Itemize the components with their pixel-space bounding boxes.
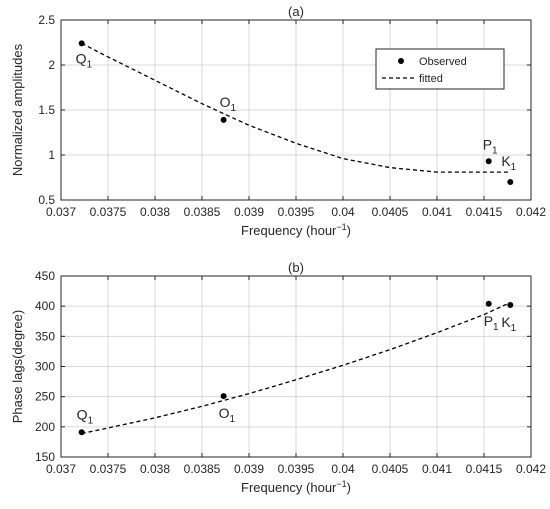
point-label-sub: 1 [230, 414, 236, 425]
point-label-main: K [501, 153, 511, 169]
x-tick-label: 0.038 [140, 205, 170, 219]
x-axis-label-main: Frequency (hour [241, 223, 337, 238]
x-tick-label: 0.0415 [466, 462, 503, 476]
observed-point [507, 301, 514, 308]
panel-title: (a) [288, 4, 304, 19]
point-label-sub: 1 [511, 323, 517, 334]
x-tick-label: 0.0385 [184, 462, 221, 476]
point-label-main: P [483, 136, 492, 152]
observed-point [485, 300, 492, 307]
fitted-curve [81, 301, 511, 435]
point-label-sub: 1 [231, 103, 237, 114]
x-axis-label: Frequency (hour−1) [241, 479, 351, 495]
x-tick-label: 0.041 [422, 462, 452, 476]
legend-marker-observed [398, 58, 404, 64]
point-label-main: Q [76, 50, 87, 66]
point-label-main: Q [77, 406, 88, 422]
legend-label-observed: Observed [419, 56, 467, 68]
observed-point [78, 40, 85, 47]
y-tick-label: 300 [35, 360, 55, 374]
y-axis-label: Phase lags(degree) [10, 310, 25, 423]
x-tick-label: 0.0405 [372, 205, 409, 219]
panel-title: (b) [288, 260, 304, 275]
point-label-sub: 1 [88, 415, 94, 426]
x-tick-label: 0.039 [234, 462, 264, 476]
y-tick-label: 250 [35, 390, 55, 404]
y-tick-label: 400 [35, 299, 55, 313]
point-label-main: P [484, 313, 493, 329]
panel-a: 0.037 0.0375 0.038 0.0385 0.039 0.0395 0.04 0.0… [10, 4, 546, 238]
point-label-sub: 1 [492, 145, 498, 156]
x-tick-label: 0.0375 [90, 205, 127, 219]
x-tick-label: 0.0415 [466, 205, 503, 219]
legend-box [375, 48, 505, 90]
x-tick-label: 0.0395 [278, 205, 315, 219]
point-label: O1 [219, 405, 236, 425]
point-label-sub: 1 [87, 59, 93, 70]
legend-label-fitted: fitted [419, 73, 443, 85]
x-axis-label-sup: −1 [336, 222, 346, 232]
y-tick-label: 350 [35, 329, 55, 343]
point-label: O1 [220, 94, 237, 114]
observed-point [78, 429, 85, 436]
panel-b: 0.037 0.0375 0.038 0.0385 0.039 0.0395 0.04 0.0… [10, 260, 546, 495]
x-axis-label-sup: −1 [336, 479, 346, 489]
x-axis-label: Frequency (hour−1) [241, 222, 351, 238]
y-tick-label: 2 [48, 58, 55, 72]
y-tick-label: 1 [48, 148, 55, 162]
y-tick-label: 0.5 [38, 193, 55, 207]
x-axis-label-tail: ) [347, 223, 351, 238]
y-tick-label: 150 [35, 450, 55, 464]
point-label: K1 [501, 153, 516, 173]
point-label: K1 [501, 314, 516, 334]
x-tick-label: 0.04 [331, 462, 355, 476]
y-tick-label: 2.5 [38, 13, 55, 27]
x-tick-label: 0.04 [331, 205, 355, 219]
fitted-curve [81, 42, 511, 173]
x-tick-label: 0.042 [516, 205, 546, 219]
x-tick-label: 0.038 [140, 462, 170, 476]
observed-point [220, 393, 227, 400]
observed-point [485, 158, 492, 165]
observed-point [507, 179, 514, 185]
x-tick-label: 0.037 [46, 205, 76, 219]
x-tick-label: 0.0375 [90, 462, 127, 476]
point-label-sub: 1 [493, 322, 499, 333]
x-tick-label: 0.042 [516, 462, 546, 476]
x-tick-label: 0.041 [422, 205, 452, 219]
point-label: P1 [483, 136, 498, 156]
y-tick-label: 200 [35, 420, 55, 434]
x-axis-label-main: Frequency (hour [241, 480, 337, 495]
x-tick-label: 0.0395 [278, 462, 315, 476]
point-label: Q1 [76, 50, 93, 70]
point-label-sub: 1 [511, 162, 517, 173]
y-tick-label: 450 [35, 269, 55, 283]
x-tick-label: 0.0405 [372, 462, 409, 476]
point-label: P1 [484, 313, 499, 333]
point-label: Q1 [77, 406, 94, 426]
y-tick-label: 1.5 [38, 103, 55, 117]
observed-point [220, 116, 227, 123]
legend: Observed fitted [375, 48, 505, 90]
point-label-main: O [219, 405, 230, 421]
x-tick-label: 0.0385 [184, 205, 221, 219]
x-tick-label: 0.037 [46, 462, 76, 476]
x-axis-label-tail: ) [347, 480, 351, 495]
y-axis-label: Normalized amplitudes [10, 43, 25, 176]
point-label-main: O [220, 94, 231, 110]
point-label-main: K [501, 314, 511, 330]
x-tick-label: 0.039 [234, 205, 264, 219]
